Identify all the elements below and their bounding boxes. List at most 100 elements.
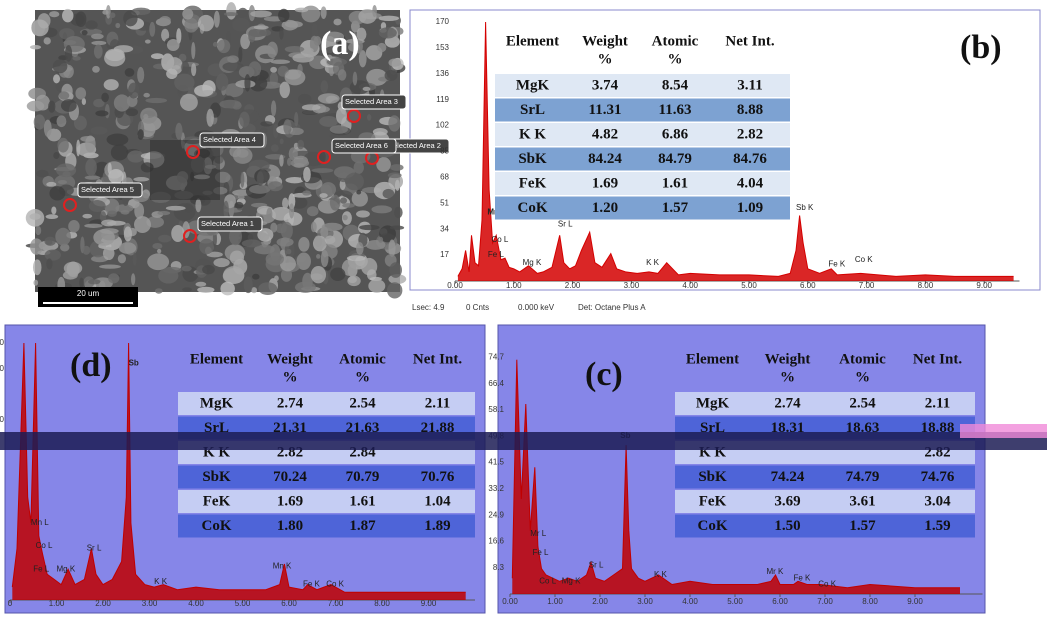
table-cell: 84.76 bbox=[733, 151, 767, 167]
y-tick-label: 68 bbox=[440, 173, 449, 182]
sem-grain bbox=[230, 251, 244, 265]
sem-grain bbox=[379, 27, 397, 38]
sem-grain bbox=[260, 121, 272, 126]
sem-grain bbox=[353, 72, 358, 86]
sem-grain bbox=[367, 114, 371, 121]
sem-grain bbox=[61, 99, 77, 112]
sem-grain bbox=[347, 276, 360, 286]
sem-grain bbox=[62, 9, 73, 23]
sem-grain bbox=[84, 224, 103, 228]
sem-grain bbox=[53, 152, 59, 159]
sem-grain bbox=[30, 238, 43, 254]
sem-grain bbox=[283, 119, 291, 135]
peak-label: Fe K bbox=[794, 573, 812, 582]
peak-label: Mg K bbox=[523, 258, 542, 267]
sem-grain bbox=[85, 159, 97, 176]
table-cell: 70.79 bbox=[346, 469, 380, 485]
sem-grain bbox=[180, 94, 198, 111]
area-label: Selected Area 4 bbox=[203, 135, 256, 144]
sem-grain bbox=[289, 203, 294, 218]
sem-grain bbox=[373, 128, 388, 136]
peak-label: Fe K bbox=[303, 580, 321, 589]
table-cell: 1.20 bbox=[592, 200, 618, 216]
sem-grain bbox=[223, 201, 228, 219]
table-cell: 1.04 bbox=[424, 493, 451, 509]
sem-grain bbox=[131, 273, 135, 285]
sem-grain bbox=[312, 168, 334, 173]
sem-grain bbox=[311, 266, 326, 283]
sem-grain bbox=[383, 189, 395, 199]
sem-grain bbox=[53, 74, 60, 83]
table-cell: 74.76 bbox=[921, 469, 955, 485]
sem-grain bbox=[385, 70, 398, 81]
sem-grain bbox=[46, 214, 59, 219]
y-tick-label: 90 bbox=[0, 364, 5, 373]
sem-grain bbox=[359, 225, 380, 230]
sem-grain bbox=[235, 202, 244, 209]
footer-text: 0.000 keV bbox=[518, 303, 555, 312]
sem-grain bbox=[252, 274, 259, 280]
table-cell: CoK bbox=[202, 518, 232, 534]
x-tick-label: 7.00 bbox=[859, 281, 875, 290]
sem-grain bbox=[319, 116, 338, 127]
sem-grain bbox=[108, 273, 119, 283]
peak-label: K K bbox=[654, 570, 668, 579]
sem-grain bbox=[274, 275, 279, 281]
sem-grain bbox=[295, 282, 316, 293]
table-header: % bbox=[283, 369, 298, 385]
sem-grain bbox=[250, 10, 272, 17]
sem-grain bbox=[217, 39, 230, 53]
sem-grain bbox=[330, 268, 345, 281]
table-cell: 2.54 bbox=[349, 395, 376, 411]
sem-grain bbox=[140, 108, 157, 124]
y-tick-label: 136 bbox=[436, 69, 450, 78]
peak-label: Co K bbox=[855, 255, 873, 264]
sem-grain bbox=[147, 253, 169, 270]
peak-label: Mn L bbox=[31, 518, 49, 527]
sem-grain bbox=[292, 53, 314, 62]
sem-grain bbox=[227, 55, 239, 63]
table-cell: K K bbox=[519, 126, 546, 142]
sem-grain bbox=[45, 250, 61, 261]
y-tick-label: 8.3 bbox=[493, 563, 505, 572]
peak-label: Fe K bbox=[828, 259, 846, 268]
sem-grain bbox=[195, 199, 201, 213]
x-tick-label: 2.00 bbox=[565, 281, 581, 290]
sem-grain bbox=[387, 282, 402, 298]
y-tick-label: 58.1 bbox=[488, 405, 504, 414]
sem-grain bbox=[356, 210, 370, 217]
peak-label: Fe L bbox=[533, 548, 550, 557]
sem-grain bbox=[282, 198, 288, 209]
scale-bar-label: 20 um bbox=[77, 289, 100, 298]
sem-grain bbox=[68, 220, 79, 233]
table-cell: MgK bbox=[516, 77, 550, 93]
panel-label: (b) bbox=[960, 29, 1002, 66]
table-cell: 1.69 bbox=[592, 175, 618, 191]
sem-grain bbox=[105, 49, 124, 61]
sem-grain bbox=[75, 87, 86, 99]
table-header: Weight bbox=[267, 351, 313, 367]
y-tick-label: 74.7 bbox=[488, 353, 504, 362]
sem-grain bbox=[214, 11, 220, 28]
y-tick-label: 66.4 bbox=[488, 379, 504, 388]
sem-grain bbox=[182, 9, 193, 20]
sem-grain bbox=[330, 195, 340, 211]
y-tick-label: 17 bbox=[440, 250, 449, 259]
sem-grain bbox=[48, 101, 55, 113]
sem-grain bbox=[36, 170, 48, 177]
peak-label: Co L bbox=[36, 541, 53, 550]
sem-grain bbox=[388, 115, 400, 131]
sem-grain bbox=[79, 278, 84, 288]
sem-grain bbox=[184, 18, 198, 33]
area-label: Selected Area 3 bbox=[345, 97, 398, 106]
x-tick-label: 8.00 bbox=[862, 597, 878, 606]
sem-grain bbox=[85, 176, 100, 180]
table-cell: 2.11 bbox=[925, 395, 950, 411]
sem-grain bbox=[143, 93, 150, 98]
sem-grain bbox=[121, 210, 130, 215]
table-header: Net Int. bbox=[413, 351, 462, 367]
table-header: % bbox=[780, 369, 795, 385]
table-cell: SbK bbox=[202, 469, 231, 485]
sem-grain bbox=[220, 282, 234, 296]
table-cell: 70.24 bbox=[273, 469, 307, 485]
